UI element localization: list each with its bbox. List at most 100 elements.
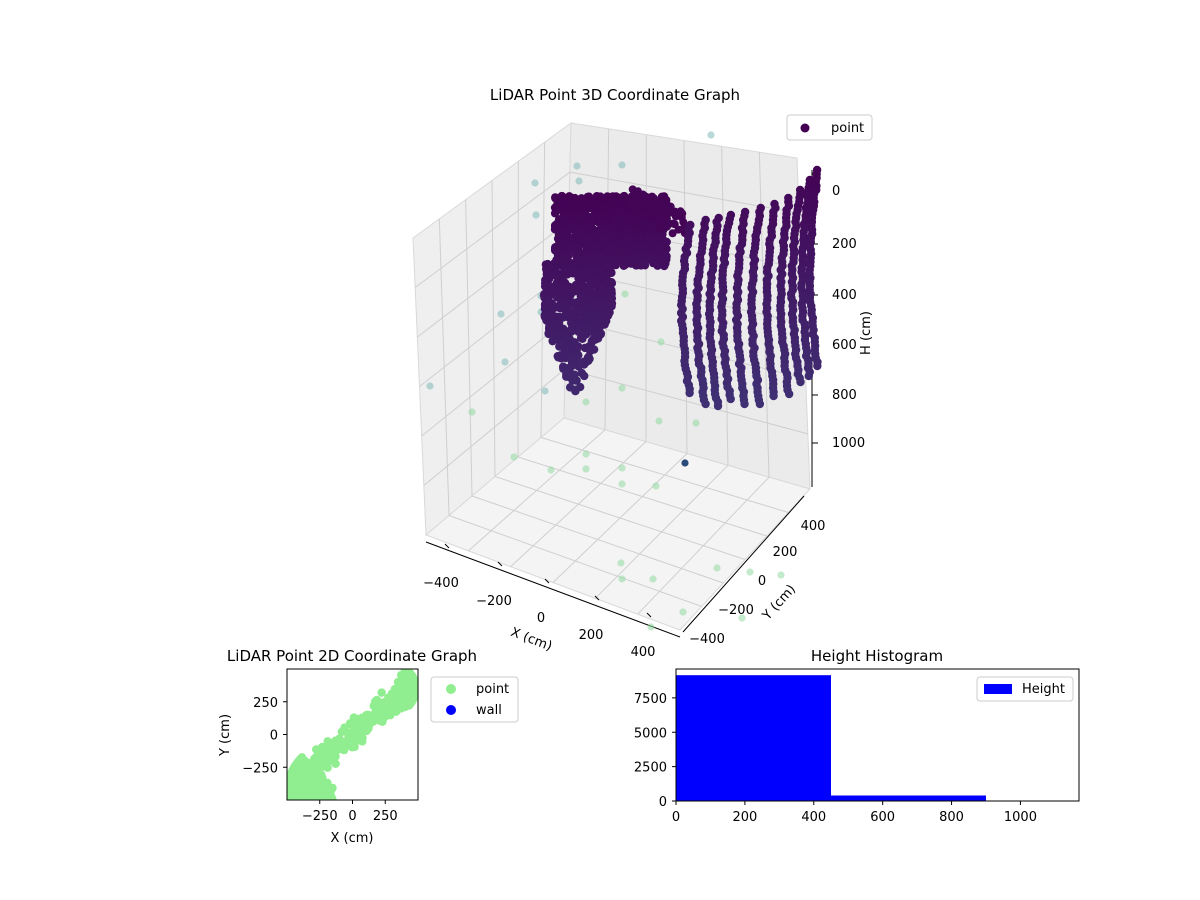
z-tick-3d: 200: [832, 237, 857, 252]
outlier-point: [547, 466, 555, 474]
outlier-point: [707, 131, 715, 139]
point-marker: [324, 799, 330, 800]
cloud-point: [565, 193, 574, 202]
ticks-3d: −400−2000200400−400−20002004000200400600…: [423, 184, 865, 660]
cloud-point: [637, 200, 646, 209]
x-tick-hist: 0: [672, 810, 680, 825]
outlier-point: [777, 571, 785, 579]
cloud-point: [546, 312, 556, 322]
cloud-point: [676, 207, 685, 216]
outlier-point: [649, 575, 657, 583]
cloud-point: [740, 399, 749, 409]
cloud-point: [562, 215, 571, 225]
z-tick-3d: 0: [832, 184, 840, 199]
cloud-point: [632, 258, 641, 267]
x-tick-2d: 250: [373, 809, 398, 824]
x-tick-3d: −400: [423, 576, 459, 591]
scatter2d-panel: LiDAR Point 2D Coordinate Graph −250 0 250…: [218, 647, 519, 846]
cloud-point: [586, 303, 595, 312]
outlier-point: [582, 398, 590, 406]
cloud-point: [659, 192, 669, 201]
cloud-point: [609, 213, 618, 223]
point-marker: [384, 698, 393, 708]
point-marker: [341, 740, 350, 750]
cloud-point: [644, 214, 653, 223]
x-tick-mark-3d: [594, 595, 600, 601]
x-tick-3d: 0: [537, 611, 545, 626]
x-tick-hist: 1000: [1004, 810, 1037, 825]
cloud-point: [614, 226, 624, 235]
cloud-point: [602, 278, 611, 287]
outlier-point: [618, 575, 626, 583]
x-tick-3d: 400: [631, 645, 656, 660]
cloud-point: [584, 315, 593, 324]
cloud-point: [581, 358, 590, 367]
cloud-point: [577, 194, 586, 203]
x-tick-mark-3d: [544, 578, 550, 584]
outlier-point: [501, 358, 509, 366]
cloud-point: [627, 251, 637, 261]
point-marker: [400, 669, 409, 673]
legend-2d-marker-wall: [446, 705, 456, 715]
cloud-point: [559, 324, 568, 334]
scatter2d-ticks: −250 0 250 250 0 −250: [242, 696, 397, 824]
point-marker: [293, 819, 301, 827]
outlier-point: [468, 408, 476, 416]
cloud-point: [573, 297, 582, 307]
y-tick-3d: 0: [758, 574, 766, 589]
cloud-point: [571, 210, 580, 220]
cloud-point: [580, 238, 589, 248]
y-tick-3d: 200: [773, 545, 798, 560]
cloud-point: [585, 249, 594, 259]
y-tick-3d: −400: [689, 632, 725, 647]
x-tick-mark-3d: [646, 612, 652, 618]
cloud-point: [659, 236, 669, 245]
cloud-point: [596, 217, 606, 226]
cloud-point: [604, 263, 614, 272]
cloud-point: [577, 368, 586, 378]
cloud-point: [567, 361, 577, 371]
cloud-point: [560, 257, 569, 266]
cloud-point: [608, 194, 617, 203]
cloud-point: [552, 293, 562, 302]
cloud-point: [656, 224, 665, 233]
cloud-point: [652, 208, 661, 217]
legend-3d-label-point: point: [831, 121, 864, 136]
cloud-point: [601, 317, 610, 327]
y-tick-2d: −250: [242, 761, 278, 776]
cloud-point: [592, 242, 601, 251]
legend-2d-marker-point: [446, 684, 456, 694]
legend-3d-marker-point: [800, 123, 810, 133]
point-cloud: [426, 131, 822, 631]
cloud-point: [556, 304, 565, 313]
point-marker: [332, 744, 341, 753]
cloud-point: [566, 267, 576, 276]
point-marker: [390, 684, 400, 694]
z-tick-3d: 1000: [832, 436, 865, 451]
cloud-point: [633, 207, 642, 216]
histogram-panel: Height Histogram 0 200 400 600 800 1000 0 2500 5…: [634, 647, 1080, 825]
point-marker: [396, 670, 406, 680]
scatter2d-title: LiDAR Point 2D Coordinate Graph: [227, 647, 477, 665]
cloud-point: [784, 389, 794, 399]
outlier-point: [713, 564, 721, 572]
outlier-point: [618, 480, 626, 488]
cloud-point: [644, 199, 653, 208]
x-tick-hist: 200: [732, 810, 757, 825]
point-marker: [316, 799, 321, 800]
cloud-point: [582, 284, 592, 293]
point-marker: [372, 695, 382, 705]
cloud-point: [594, 229, 603, 238]
cloud-point: [701, 399, 710, 409]
outlier-point: [582, 450, 590, 458]
cloud-point: [668, 229, 677, 238]
cloud-point: [566, 290, 575, 300]
y-tick-2d: 0: [270, 729, 278, 744]
point-marker: [387, 691, 396, 701]
cloud-point: [577, 215, 587, 225]
outlier-point: [531, 179, 539, 187]
point-marker: [350, 742, 359, 752]
point-marker: [296, 776, 305, 786]
outlier-point: [655, 417, 663, 425]
